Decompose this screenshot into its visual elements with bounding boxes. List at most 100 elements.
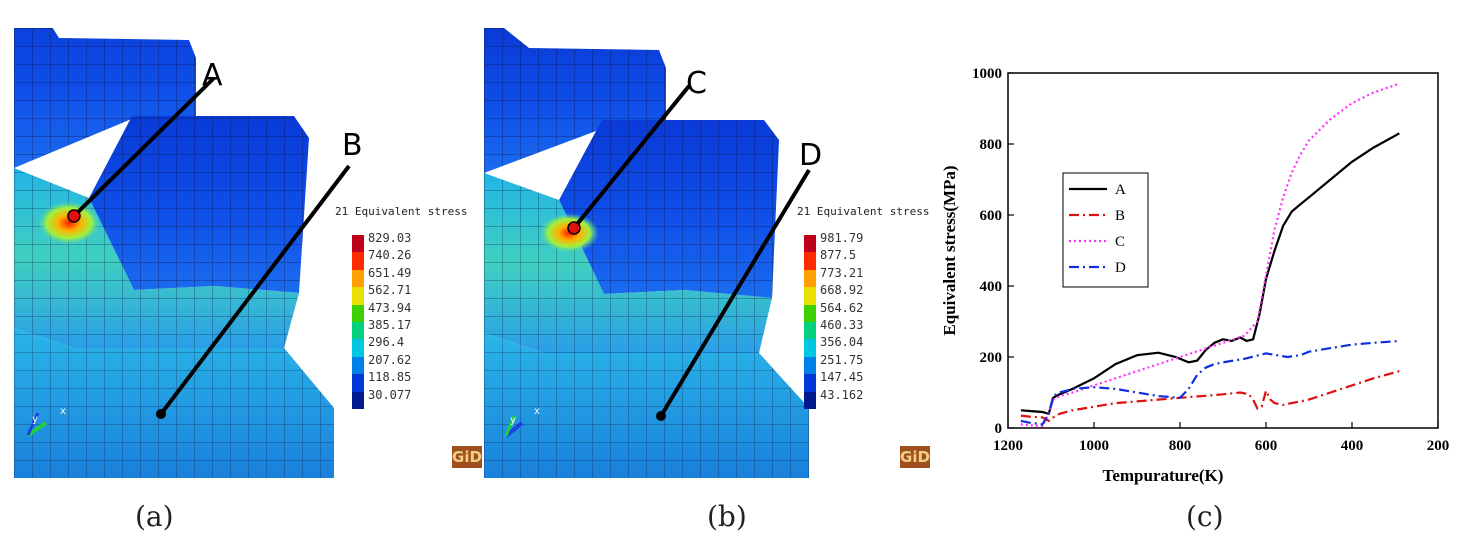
caption-b: (b)	[707, 500, 747, 533]
y-tick-label: 600	[980, 208, 1003, 224]
colorbar-value: 773.21	[820, 265, 864, 280]
colorbar-value: 473.94	[368, 300, 412, 315]
fem-mesh-a	[14, 0, 351, 478]
y-tick-label: 1000	[972, 66, 1002, 82]
legend-label-d: D	[1115, 260, 1126, 276]
colorbar-row: 829.03	[352, 231, 452, 253]
colorbar-row: 877.5	[804, 248, 904, 270]
x-tick-label: 1000	[1079, 438, 1109, 454]
colorbar-swatch	[804, 339, 816, 357]
series-line-b	[1020, 370, 1400, 423]
series-line-a	[1020, 132, 1400, 416]
colorbar-swatch	[352, 252, 364, 270]
legend-label-b: B	[1115, 208, 1125, 224]
fem-mesh-b	[484, 28, 811, 478]
colorbar-row: 356.04	[804, 335, 904, 357]
colorbar-row: 251.75	[804, 353, 904, 375]
colorbar-row: 296.4	[352, 335, 452, 357]
colorbar-swatch	[804, 374, 816, 392]
x-tick-label: 1200	[993, 438, 1023, 454]
colorbar-row: 740.26	[352, 248, 452, 270]
colorbar-value: 877.5	[820, 248, 857, 263]
colorbar-row: 147.45	[804, 370, 904, 392]
colorbar-row: 30.077	[352, 388, 452, 409]
colorbar-swatch	[352, 391, 364, 409]
y-axis-label: Equivalent stress(MPa)	[940, 165, 959, 335]
x-tick-label: 200	[1427, 438, 1450, 454]
point-label-c: C	[686, 66, 707, 101]
colorbar-swatch	[352, 374, 364, 392]
fem-panel-b: C D 21 Equivalent stress 981.79 877.5 773.…	[484, 28, 954, 478]
x-tick-label: 400	[1341, 438, 1364, 454]
legend-title: 21 Equivalent stress	[335, 205, 468, 218]
colorbar-value: 30.077	[368, 387, 412, 402]
caption-c: (c)	[1186, 500, 1224, 533]
colorbar-value: 829.03	[368, 231, 412, 245]
gid-logo: GiD	[452, 446, 482, 468]
colorbar-row: 562.71	[352, 283, 452, 305]
colorbar-row: 460.33	[804, 318, 904, 340]
legend-box	[1062, 172, 1149, 288]
colorbar-value: 564.62	[820, 300, 864, 315]
colorbar-swatch	[352, 269, 364, 288]
colorbar-value: 460.33	[820, 318, 864, 332]
colorbar-row: 651.49	[352, 266, 452, 288]
colorbar-swatch	[352, 304, 364, 322]
colorbar-row: 43.162	[804, 388, 904, 409]
colorbar-value: 118.85	[368, 370, 412, 385]
colorbar-row: 118.85	[352, 370, 452, 392]
colorbar-row: 773.21	[804, 266, 904, 288]
colorbar-value: 251.75	[820, 352, 864, 367]
x-tick-label: 600	[1255, 438, 1278, 454]
colorbar-swatch	[804, 391, 816, 409]
colorbar-value: 207.62	[368, 352, 412, 367]
series-line-d	[1020, 339, 1400, 426]
colorbar-swatch	[804, 287, 816, 305]
colorbar-row: 473.94	[352, 301, 452, 322]
colorbar-value: 43.162	[820, 387, 864, 402]
fem-panel-a: A B 21 Equivalent stress 829.03 740.26 651…	[14, 0, 484, 478]
colorbar-swatch	[352, 322, 364, 340]
y-tick-label: 800	[980, 137, 1003, 153]
y-tick-label: 200	[980, 350, 1003, 366]
series-line-c	[1020, 82, 1400, 428]
colorbar-swatch	[804, 252, 816, 270]
colorbar-row: 207.62	[352, 353, 452, 375]
colorbar-value: 356.04	[820, 335, 864, 350]
y-tick-label: 400	[980, 279, 1003, 295]
y-tick-label: 0	[995, 421, 1003, 437]
colorbar-row: 668.92	[804, 283, 904, 305]
point-label-a: A	[202, 58, 223, 93]
axis-label-x: x	[60, 406, 67, 417]
colorbar-swatch	[804, 356, 816, 375]
colorbar-value: 981.79	[820, 231, 864, 245]
colorbar-value: 651.49	[368, 265, 412, 280]
colorbar-value: 147.45	[820, 370, 864, 385]
colorbar-value: 740.26	[368, 248, 412, 263]
colorbar-row: 564.62	[804, 301, 904, 322]
colorbar-row: 385.17	[352, 318, 452, 340]
axis-label-y: y	[32, 414, 39, 425]
colorbar-row: 981.79	[804, 231, 904, 253]
stress-temperature-chart: 1200 1000 800 600 400 200 0 200 400 600 800 1000 Tem…	[940, 66, 1450, 485]
plot-frame	[1007, 72, 1439, 429]
colorbar-swatch	[352, 287, 364, 305]
colorbar-swatch	[804, 304, 816, 322]
colorbar-swatch	[804, 322, 816, 340]
legend-label-c: C	[1115, 234, 1125, 250]
legend-label-a: A	[1115, 182, 1126, 198]
x-axis-label: Tempurature(K)	[1103, 466, 1224, 485]
x-tick-label: 800	[1169, 438, 1192, 454]
colorbar-swatch	[352, 339, 364, 357]
point-label-d: D	[799, 138, 823, 173]
colorbar-swatch	[804, 235, 816, 253]
colorbar-swatch	[352, 356, 364, 375]
legend-title: 21 Equivalent stress	[797, 205, 930, 218]
colorbar-swatch	[352, 235, 364, 253]
point-label-b: B	[342, 128, 363, 163]
colorbar-value: 296.4	[368, 335, 405, 350]
colorbar-value: 385.17	[368, 318, 412, 332]
caption-a: (a)	[135, 500, 174, 533]
axis-label-y: y	[510, 415, 517, 426]
colorbar-value: 562.71	[368, 283, 412, 298]
